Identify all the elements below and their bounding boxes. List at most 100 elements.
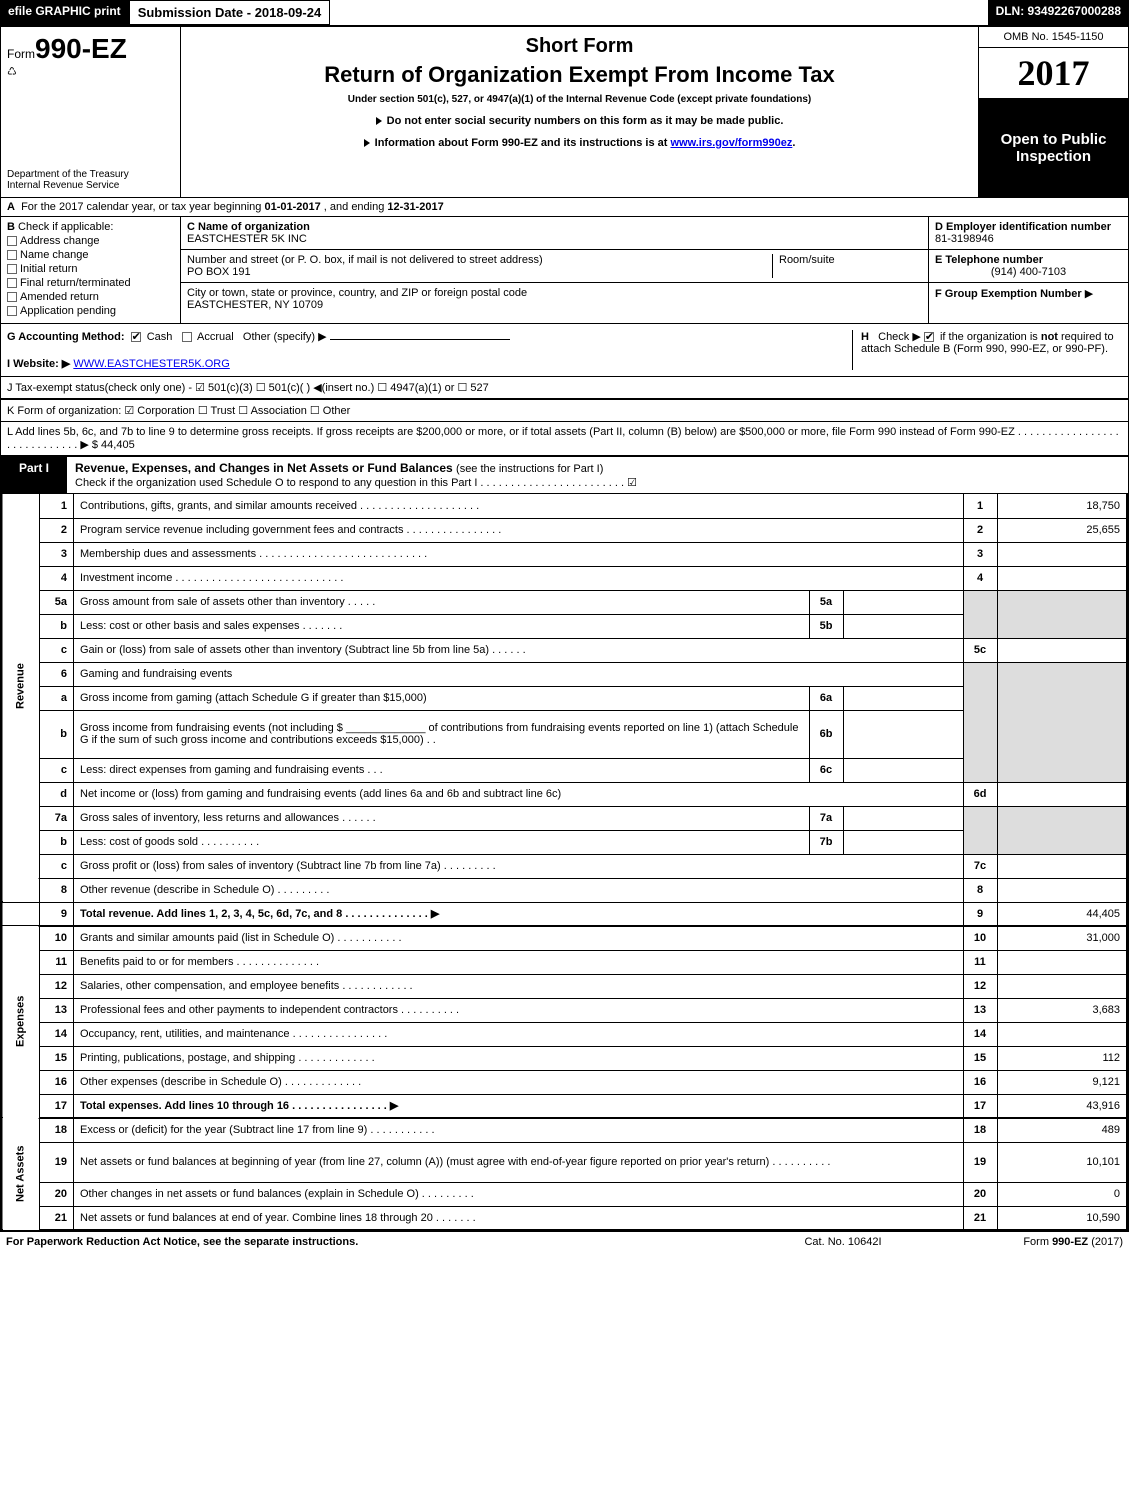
form-prefix: Form — [7, 47, 35, 61]
line-17-no: 17 — [40, 1094, 74, 1118]
opt-name-change: Name change — [20, 249, 89, 261]
line-7b-midval — [843, 830, 963, 854]
note-ssn: Do not enter social security numbers on … — [387, 115, 784, 127]
line-21-desc: Net assets or fund balances at end of ye… — [74, 1206, 964, 1230]
line-11-num: 11 — [963, 950, 997, 974]
line-10-no: 10 — [40, 926, 74, 950]
line-8-num: 8 — [963, 878, 997, 902]
telephone: (914) 400-7103 — [935, 266, 1122, 278]
tax-year: 2017 — [979, 48, 1128, 98]
checkbox-h[interactable] — [924, 332, 934, 342]
line-13-desc: Professional fees and other payments to … — [74, 998, 964, 1022]
instructions-link[interactable]: www.irs.gov/form990ez — [670, 137, 792, 149]
checkbox-application-pending[interactable] — [7, 306, 17, 316]
line-7c-no: c — [40, 854, 74, 878]
checkbox-initial-return[interactable] — [7, 264, 17, 274]
line-5b-no: b — [40, 614, 74, 638]
cash-label: Cash — [147, 331, 173, 343]
opt-initial-return: Initial return — [20, 263, 77, 275]
i-label: I Website: ▶ — [7, 358, 70, 370]
shade-5v — [997, 590, 1127, 638]
dln-badge: DLN: 93492267000288 — [988, 0, 1129, 25]
line-16-val: 9,121 — [997, 1070, 1127, 1094]
city-label: City or town, state or province, country… — [187, 287, 527, 299]
line-6a-no: a — [40, 686, 74, 710]
line-14-val — [997, 1022, 1127, 1046]
opt-application-pending: Application pending — [20, 305, 116, 317]
footer-left: For Paperwork Reduction Act Notice, see … — [6, 1236, 743, 1248]
line-18-no: 18 — [40, 1118, 74, 1142]
checkbox-cash[interactable] — [131, 332, 141, 342]
line-6b-desc: Gross income from fundraising events (no… — [74, 710, 810, 758]
line-2-num: 2 — [963, 518, 997, 542]
line-15-num: 15 — [963, 1046, 997, 1070]
line-14-desc: Occupancy, rent, utilities, and maintena… — [74, 1022, 964, 1046]
footer-form-post: (2017) — [1088, 1236, 1123, 1248]
line-5c-no: c — [40, 638, 74, 662]
line-13-val: 3,683 — [997, 998, 1127, 1022]
line-6d-val — [997, 782, 1127, 806]
checkbox-final-return[interactable] — [7, 278, 17, 288]
line-4-no: 4 — [40, 566, 74, 590]
checkbox-amended-return[interactable] — [7, 292, 17, 302]
sidebar-revenue-cont — [2, 878, 40, 902]
line-6a-midval — [843, 686, 963, 710]
line-12-num: 12 — [963, 974, 997, 998]
line-11-no: 11 — [40, 950, 74, 974]
shade-6 — [963, 662, 997, 782]
website-link[interactable]: WWW.EASTCHESTER5K.ORG — [73, 358, 229, 370]
line-6a-desc: Gross income from gaming (attach Schedul… — [74, 686, 810, 710]
sidebar-net-assets: Net Assets — [2, 1118, 40, 1230]
line-14-num: 14 — [963, 1022, 997, 1046]
line-3-no: 3 — [40, 542, 74, 566]
under-section: Under section 501(c), 527, or 4947(a)(1)… — [191, 94, 968, 105]
line-k: K Form of organization: ☑ Corporation ☐ … — [1, 400, 1128, 422]
line-3-val — [997, 542, 1127, 566]
line-8-no: 8 — [40, 878, 74, 902]
line-1-num: 1 — [963, 494, 997, 518]
checkbox-name-change[interactable] — [7, 250, 17, 260]
check-if-applicable: Check if applicable: — [18, 221, 113, 233]
line-3-num: 3 — [963, 542, 997, 566]
accrual-label: Accrual — [197, 331, 234, 343]
form-number: 990-EZ — [35, 33, 127, 64]
line-7c-num: 7c — [963, 854, 997, 878]
line-5b-mid: 5b — [809, 614, 843, 638]
line-18-desc: Excess or (deficit) for the year (Subtra… — [74, 1118, 964, 1142]
opt-address-change: Address change — [20, 235, 100, 247]
h-text2: if the organization is — [940, 331, 1041, 343]
submission-date: Submission Date - 2018-09-24 — [129, 0, 331, 25]
line-6d-num: 6d — [963, 782, 997, 806]
line-19-val: 10,101 — [997, 1142, 1127, 1182]
line-10-num: 10 — [963, 926, 997, 950]
line-9-no: 9 — [40, 902, 74, 926]
checkbox-accrual[interactable] — [182, 332, 192, 342]
ein: 81-3198946 — [935, 233, 994, 245]
line-16-no: 16 — [40, 1070, 74, 1094]
h-letter: H — [861, 331, 869, 343]
sidebar-expenses: Expenses — [2, 926, 40, 1118]
line-17-num: 17 — [963, 1094, 997, 1118]
checkbox-address-change[interactable] — [7, 236, 17, 246]
arrow-icon — [376, 117, 382, 125]
line-6-desc: Gaming and fundraising events — [74, 662, 964, 686]
line-l-text: L Add lines 5b, 6c, and 7b to line 9 to … — [7, 426, 1119, 451]
opt-final-return: Final return/terminated — [20, 277, 131, 289]
line-5c-val — [997, 638, 1127, 662]
line-7b-mid: 7b — [809, 830, 843, 854]
shade-5 — [963, 590, 997, 638]
line-5c-num: 5c — [963, 638, 997, 662]
other-specify: Other (specify) ▶ — [243, 331, 327, 343]
line-6d-desc: Net income or (loss) from gaming and fun… — [74, 782, 964, 806]
line-j: J Tax-exempt status(check only one) - ☑ … — [1, 377, 1128, 400]
c-label: C Name of organization — [187, 221, 310, 233]
h-not: not — [1041, 331, 1058, 343]
line-13-no: 13 — [40, 998, 74, 1022]
dept-irs: Internal Revenue Service — [7, 180, 174, 191]
line-2-no: 2 — [40, 518, 74, 542]
line-9-desc: Total revenue. Add lines 1, 2, 3, 4, 5c,… — [74, 902, 964, 926]
g-label: G Accounting Method: — [7, 331, 125, 343]
dept-treasury: Department of the Treasury — [7, 169, 174, 180]
line-10-desc: Grants and similar amounts paid (list in… — [74, 926, 964, 950]
line-a-end: 12-31-2017 — [387, 201, 443, 213]
